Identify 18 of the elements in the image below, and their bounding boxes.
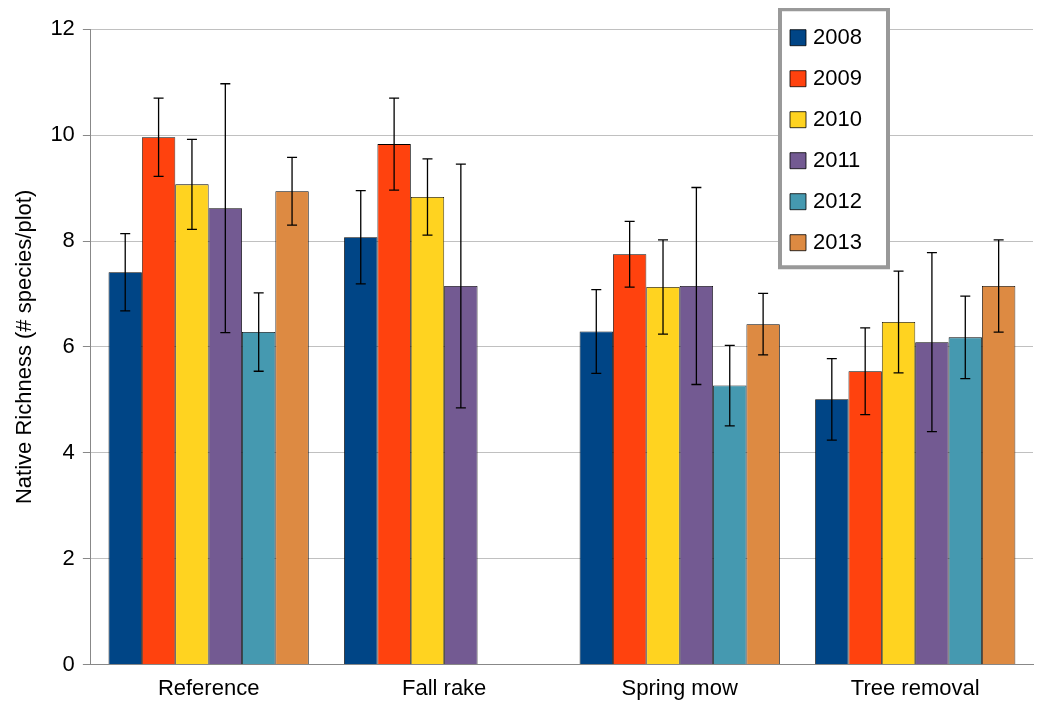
y-tick-label: 8: [62, 227, 75, 253]
legend-label: 2009: [813, 64, 862, 90]
y-tick-label: 6: [62, 332, 75, 358]
y-tick-label: 2: [62, 544, 75, 570]
x-tick-label: Fall rake: [401, 674, 487, 700]
legend-label: 2011: [813, 146, 861, 172]
y-tick-label: 10: [50, 121, 75, 147]
legend-label: 2013: [813, 228, 862, 254]
y-tick-label: 0: [62, 650, 75, 676]
x-tick-label: Reference: [157, 674, 260, 700]
x-tick-label: Tree removal: [850, 674, 980, 700]
legend-label: 2008: [813, 23, 862, 49]
legend-label: 2010: [813, 105, 862, 131]
y-axis-title: Native Richness (# species/plot): [11, 189, 37, 505]
y-tick-label: 12: [50, 15, 75, 41]
y-tick-label: 4: [62, 438, 75, 464]
legend-label: 2012: [813, 187, 862, 213]
x-tick-label: Spring mow: [621, 674, 738, 700]
